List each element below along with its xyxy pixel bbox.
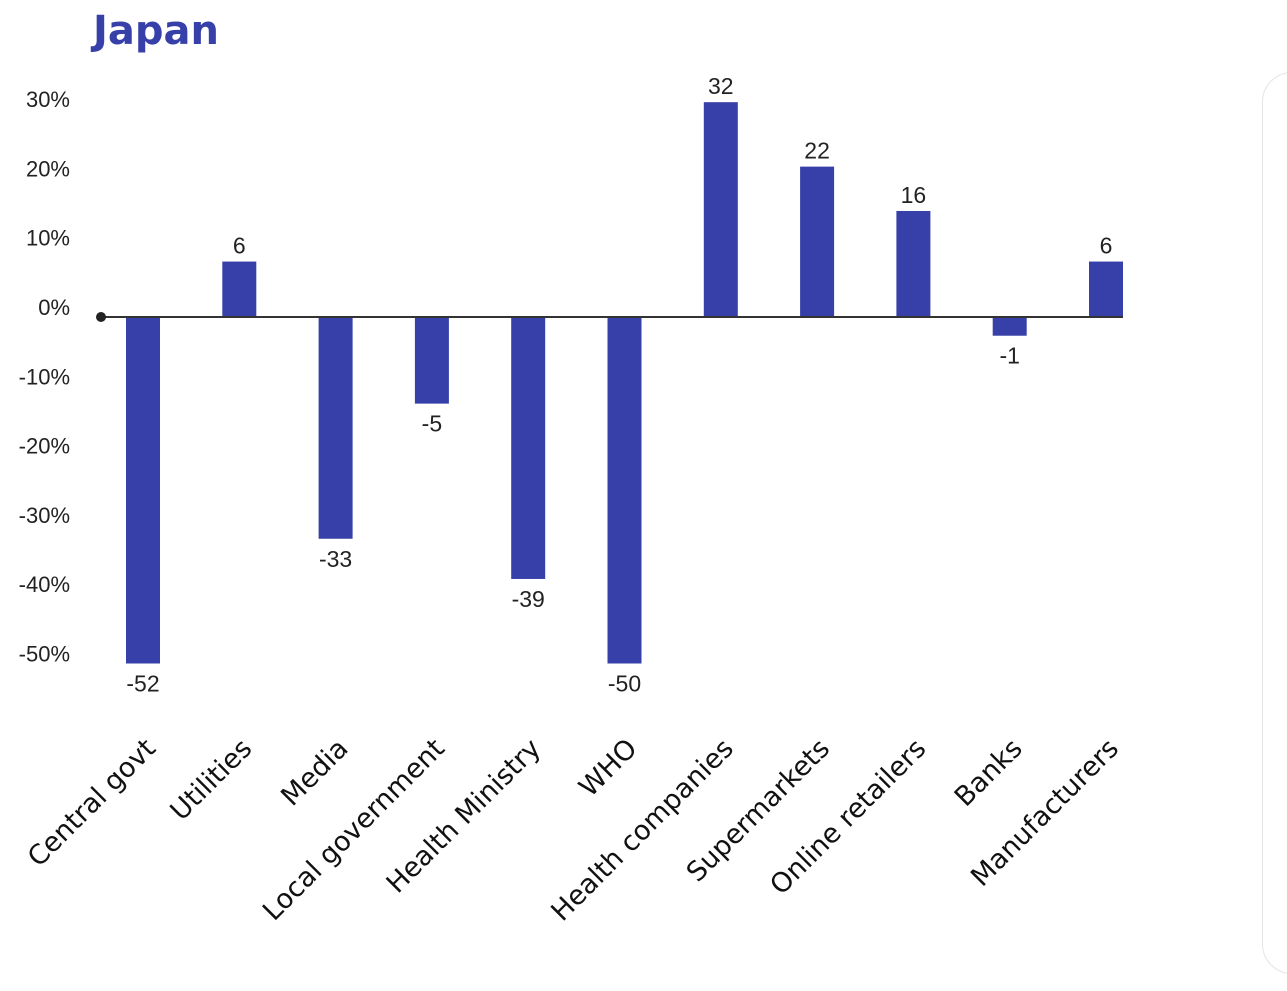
data-label: 6 <box>1100 233 1113 259</box>
y-tick-label: 10% <box>26 226 70 251</box>
bar <box>896 210 931 317</box>
baseline-marker <box>96 312 106 322</box>
data-label: -1 <box>999 343 1019 369</box>
bar <box>703 102 738 317</box>
y-tick-label: 20% <box>26 156 70 181</box>
side-panel <box>1262 72 1287 974</box>
y-tick-label: -20% <box>19 434 70 459</box>
y-tick-label: -30% <box>19 503 70 528</box>
data-label: -50 <box>608 671 641 697</box>
x-tick-label: Utilities <box>164 733 258 827</box>
data-label: -5 <box>422 411 442 437</box>
bar <box>511 317 546 579</box>
data-label: -52 <box>126 671 159 697</box>
data-label: 16 <box>901 182 927 208</box>
y-tick-label: 30% <box>26 87 70 112</box>
data-label: 32 <box>708 73 734 99</box>
data-label: -39 <box>512 586 545 612</box>
bar <box>222 261 257 317</box>
bars <box>126 102 1123 664</box>
x-tick-label: Health companies <box>545 733 739 927</box>
bar <box>414 317 449 404</box>
x-tick-label: Banks <box>949 733 1029 813</box>
data-label: -33 <box>319 546 352 572</box>
x-tick-label: Local government <box>257 733 451 927</box>
x-tick-label: WHO <box>573 733 643 803</box>
data-label: 6 <box>233 233 246 259</box>
bar <box>126 317 160 664</box>
x-tick-label: Media <box>275 733 354 812</box>
bar <box>800 166 835 317</box>
bar <box>1089 261 1123 317</box>
y-tick-label: -40% <box>19 572 70 597</box>
x-tick-label: Central govt <box>22 733 162 873</box>
bar <box>318 317 353 539</box>
y-axis-ticks: 30% 20% 10% 0% -10% -20% -30% -40% -50% <box>19 87 70 666</box>
data-label: 22 <box>804 138 830 164</box>
data-labels: -52 6 -33 -5 -39 -50 32 22 16 -1 6 <box>126 73 1112 696</box>
y-tick-label: -10% <box>19 364 70 389</box>
y-tick-label: -50% <box>19 642 70 667</box>
chart-title: Japan <box>90 8 219 54</box>
bar <box>607 317 642 664</box>
bar <box>992 317 1027 336</box>
y-tick-label: 0% <box>38 295 70 320</box>
